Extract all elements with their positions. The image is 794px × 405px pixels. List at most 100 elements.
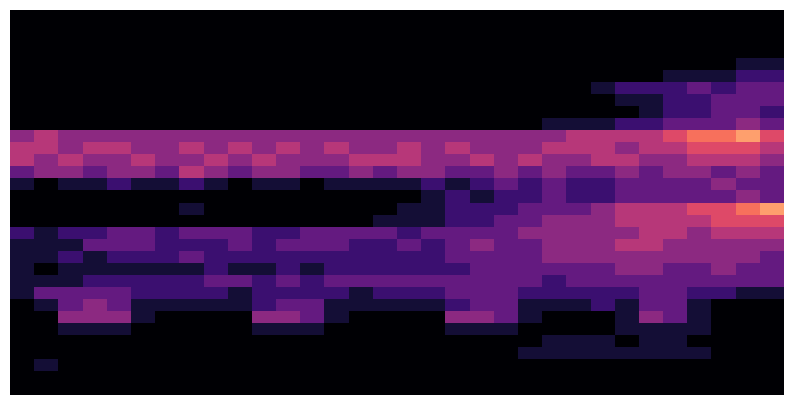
heatmap-cell [760,154,784,167]
heatmap-cell [10,70,35,83]
heatmap-cell [711,251,736,264]
heatmap-cell [179,130,204,143]
heatmap-cell [711,10,736,23]
heatmap-cell [736,130,761,143]
heatmap-cell [494,347,519,360]
heatmap-cell [204,251,229,264]
heatmap-cell [300,323,325,336]
heatmap-cell [252,118,277,131]
heatmap-cell [760,335,784,348]
heatmap-cell [204,178,229,191]
heatmap-cell [518,118,543,131]
heatmap-cell [397,190,422,203]
heatmap-cell [131,118,156,131]
heatmap-cell [131,239,156,252]
heatmap-cell [58,166,83,179]
heatmap-cell [566,154,591,167]
heatmap-cell [566,82,591,95]
heatmap-cell [179,299,204,312]
heatmap-cell [445,190,470,203]
heatmap-cell [10,227,35,240]
heatmap-cell [421,34,446,47]
heatmap-cell [421,227,446,240]
heatmap-cell [518,311,543,324]
heatmap-cell [131,311,156,324]
heatmap-cell [58,142,83,155]
heatmap-cell [494,70,519,83]
heatmap-cell [421,94,446,107]
heatmap-cell [300,347,325,360]
heatmap-cell [445,142,470,155]
heatmap-cell [373,251,398,264]
heatmap-cell [518,58,543,71]
heatmap-cell [179,323,204,336]
heatmap-cell [252,299,277,312]
heatmap-cell [276,203,301,216]
heatmap-cell [373,34,398,47]
heatmap-cell [204,359,229,372]
heatmap-cell [83,178,108,191]
heatmap-cell [58,118,83,131]
heatmap-cell [10,383,35,395]
heatmap-cell [445,178,470,191]
heatmap-cell [155,239,180,252]
heatmap-cell [276,239,301,252]
heatmap-cell [445,46,470,59]
heatmap-cell [421,46,446,59]
heatmap-cell [615,70,640,83]
heatmap-cell [518,215,543,228]
heatmap-cell [615,82,640,95]
heatmap-cell [324,359,349,372]
heatmap-cell [300,299,325,312]
heatmap-cell [397,251,422,264]
heatmap-cell [421,82,446,95]
heatmap-cell [687,166,712,179]
heatmap-cell [155,166,180,179]
heatmap-cell [639,58,664,71]
heatmap-cell [228,142,253,155]
heatmap-cell [34,34,59,47]
heatmap-cell [445,94,470,107]
heatmap-cell [591,130,616,143]
heatmap-cell [591,94,616,107]
heatmap-cell [566,142,591,155]
heatmap-cell [131,22,156,35]
heatmap-cell [760,311,784,324]
heatmap-cell [421,239,446,252]
heatmap-cell [349,323,374,336]
heatmap-cell [591,203,616,216]
heatmap-cell [421,287,446,300]
heatmap-cell [107,335,132,348]
heatmap-cell [687,70,712,83]
heatmap-cell [687,287,712,300]
heatmap-cell [131,263,156,276]
heatmap-cell [736,251,761,264]
heatmap-cell [639,299,664,312]
heatmap-cell [470,287,495,300]
heatmap-cell [566,190,591,203]
heatmap-cell [639,203,664,216]
heatmap-cell [615,251,640,264]
heatmap-cell [276,347,301,360]
heatmap-cell [107,275,132,288]
heatmap-cell [324,203,349,216]
heatmap-cell [518,130,543,143]
heatmap-cell [228,106,253,119]
heatmap-cell [494,94,519,107]
heatmap-cell [300,287,325,300]
heatmap-cell [687,371,712,384]
heatmap-cell [58,82,83,95]
heatmap-cell [615,323,640,336]
heatmap-cell [131,106,156,119]
heatmap-cell [58,154,83,167]
heatmap-cell [760,10,784,23]
heatmap-cell [639,311,664,324]
heatmap-cell [421,371,446,384]
heatmap-cell [687,239,712,252]
heatmap-cell [349,251,374,264]
heatmap-cell [736,215,761,228]
heatmap-cell [300,275,325,288]
heatmap-cell [349,287,374,300]
heatmap-cell [397,335,422,348]
heatmap-cell [518,94,543,107]
